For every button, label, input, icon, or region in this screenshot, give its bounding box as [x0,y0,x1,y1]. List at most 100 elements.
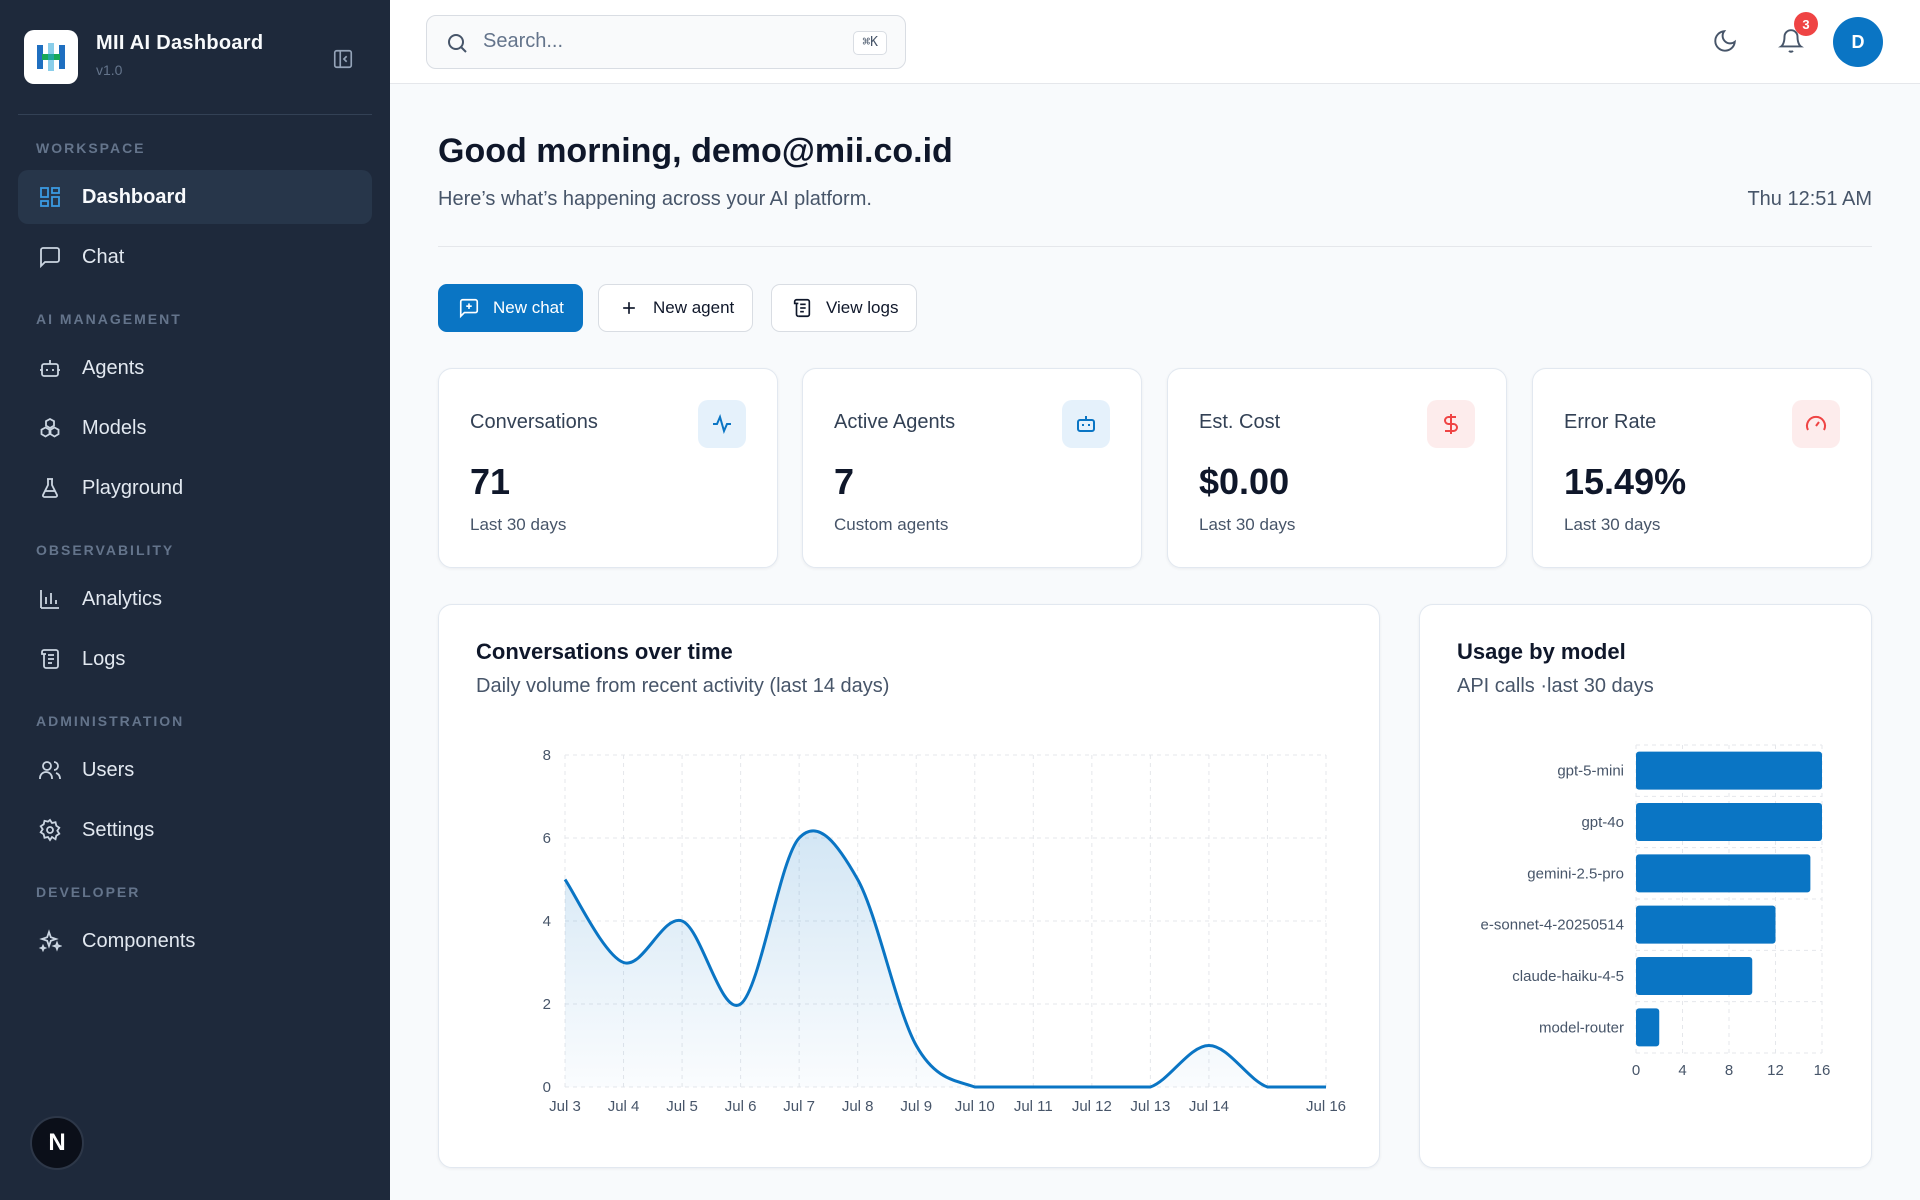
sidebar-item-label: Settings [82,818,155,841]
y-tick-label: 2 [543,996,551,1013]
stat-subtitle: Last 30 days [1564,515,1661,534]
y-tick-label: e-sonnet-4-20250514 [1481,917,1624,934]
chart-subtitle: Daily volume from recent activity (last … [476,675,890,697]
x-tick-label: 16 [1814,1062,1831,1079]
stat-card-error-rate[interactable]: Error Rate 15.49% Last 30 days [1532,368,1872,568]
sidebar-item-users[interactable]: Users [18,743,372,797]
sidebar-item-dashboard[interactable]: Dashboard [18,170,372,224]
x-tick-label: Jul 6 [725,1098,757,1115]
gear-icon [36,816,64,844]
sidebar-item-agents[interactable]: Agents [18,341,372,395]
y-tick-label: gpt-5-mini [1557,763,1624,780]
avatar[interactable]: D [1833,17,1883,67]
stat-title: Error Rate [1564,411,1657,433]
x-tick-label: Jul 7 [783,1098,815,1115]
section-administration: ADMINISTRATION [36,713,185,729]
bot-icon [36,354,64,382]
y-tick-label: claude-haiku-4-5 [1512,968,1624,985]
new-agent-button[interactable]: New agent [598,284,754,332]
view-logs-button[interactable]: View logs [771,284,918,332]
series-area [565,830,1326,1087]
usage-by-model-card: Usage by model API calls ·last 30 days 0… [1419,604,1872,1168]
section-ai-management: AI MANAGEMENT [36,311,182,327]
bot-icon [1062,400,1110,448]
stat-title: Active Agents [834,411,956,433]
y-tick-label: model-router [1539,1019,1624,1036]
bar [1636,803,1822,841]
x-tick-label: Jul 10 [955,1098,995,1115]
stat-card-est-cost[interactable]: Est. Cost $0.00 Last 30 days [1167,368,1507,568]
sidebar: MII AI Dashboard v1.0 WORKSPACE Dashboar… [0,0,390,1200]
y-tick-label: gemini-2.5-pro [1527,865,1624,882]
bar [1636,751,1822,790]
bell-icon[interactable] [1778,28,1804,59]
message-plus-icon [457,296,481,320]
search-placeholder: Search... [483,30,564,52]
notification-badge: 3 [1794,12,1818,36]
x-tick-label: Jul 13 [1130,1098,1170,1115]
conversations-line-chart: 0 2 4 6 8 Jul 3 Jul 4 Jul 5 Jul 6 Jul 7 Jul 8 Jul 9… [543,747,1346,1115]
sidebar-item-settings[interactable]: Settings [18,803,372,857]
y-tick-label: 4 [543,913,551,930]
sidebar-item-analytics[interactable]: Analytics [18,572,372,626]
stat-value: 71 [470,461,511,502]
section-observability: OBSERVABILITY [36,542,175,558]
dollar-icon [1427,400,1475,448]
activity-icon [698,400,746,448]
x-tick-label: Jul 12 [1072,1098,1112,1115]
stat-subtitle: Last 30 days [470,515,567,534]
chart-title: Conversations over time [476,639,733,664]
x-tick-label: 0 [1632,1062,1640,1079]
stat-subtitle: Custom agents [834,515,949,534]
new-chat-button[interactable]: New chat [438,284,583,332]
stat-subtitle: Last 30 days [1199,515,1296,534]
sidebar-item-label: Dashboard [82,185,187,208]
page-subtitle: Here’s what’s happening across your AI p… [438,188,872,210]
brand-logo[interactable] [24,30,78,84]
sidebar-item-label: Components [82,929,196,952]
clock: Thu 12:51 AM [1747,188,1872,210]
moon-icon[interactable] [1712,28,1738,59]
sidebar-divider [18,114,372,115]
sidebar-item-models[interactable]: Models [18,401,372,455]
layout-grid-icon [36,183,64,211]
scroll-text-icon [36,645,64,673]
sidebar-item-logs[interactable]: Logs [18,632,372,686]
scroll-text-icon [790,296,814,320]
bar-chart-icon [36,585,64,613]
y-tick-label: 6 [543,830,551,847]
gauge-icon [1792,400,1840,448]
sidebar-collapse-icon[interactable] [330,46,356,72]
stat-card-active-agents[interactable]: Active Agents 7 Custom agents [802,368,1142,568]
x-tick-label: Jul 4 [608,1098,640,1115]
bar [1636,957,1753,995]
stat-title: Conversations [470,411,598,433]
x-tick-label: 12 [1767,1062,1784,1079]
chart-subtitle: API calls ·last 30 days [1457,675,1654,697]
search-input[interactable]: Search... ⌘K [426,15,906,69]
bar [1636,854,1811,893]
usage-by-model-bar-chart: 0 4 8 12 16 gpt-5-mini gpt-4o gemini-2.5-pro e-s… [1481,744,1831,1079]
stat-card-conversations[interactable]: Conversations 71 Last 30 days [438,368,778,568]
sidebar-item-playground[interactable]: Playground [18,461,372,515]
section-developer: DEVELOPER [36,884,141,900]
sidebar-item-label: Chat [82,245,125,268]
stat-value: 7 [834,461,855,502]
page-title: Good morning, demo@mii.co.id [438,132,953,170]
search-shortcut: ⌘K [853,31,887,55]
new-agent-label: New agent [653,298,735,317]
next-dev-badge[interactable]: N [30,1116,84,1170]
sidebar-item-label: Playground [82,476,184,499]
sidebar-item-chat[interactable]: Chat [18,230,372,284]
sidebar-item-components[interactable]: Components [18,914,372,968]
stat-title: Est. Cost [1199,411,1281,433]
y-tick-label: gpt-4o [1581,814,1624,831]
x-tick-label: Jul 14 [1189,1098,1229,1115]
brand: MII AI Dashboard v1.0 [24,30,374,84]
message-square-icon [36,243,64,271]
brand-name: MII AI Dashboard [96,32,264,54]
plus-icon [617,296,641,320]
chart-title: Usage by model [1457,639,1626,664]
search-icon [445,31,469,60]
sidebar-item-label: Agents [82,356,145,379]
